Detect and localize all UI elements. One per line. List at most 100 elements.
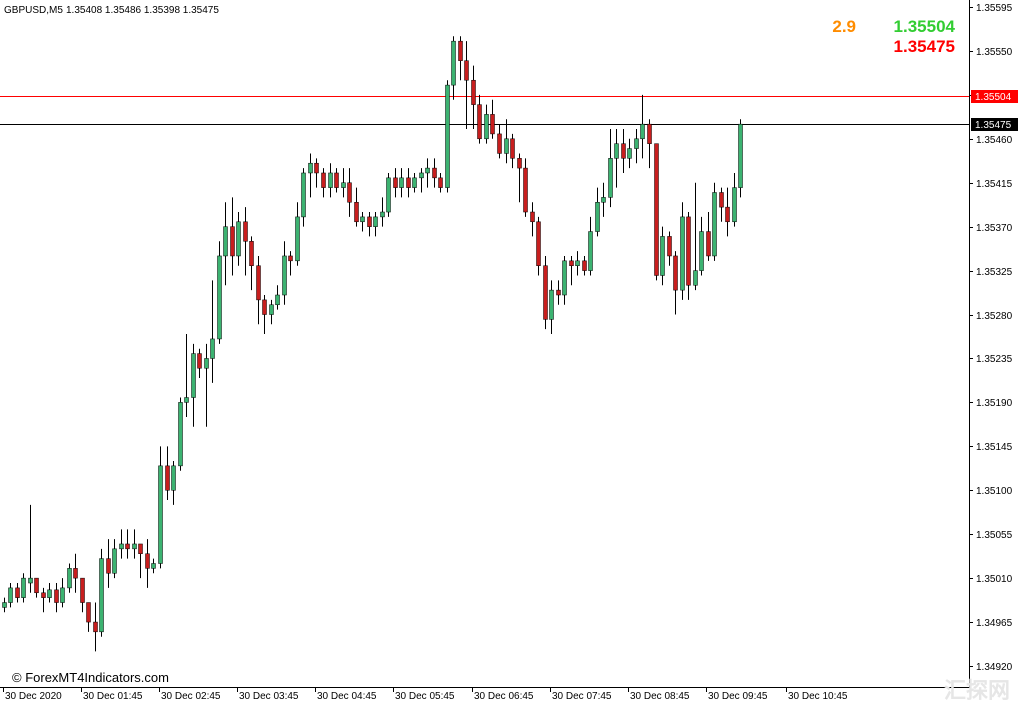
chart-header-ohlc: 1.35408 1.35486 1.35398 1.35475 bbox=[66, 5, 219, 16]
candle bbox=[321, 168, 326, 198]
candle bbox=[425, 158, 430, 188]
x-tick-label: 30 Dec 09:45 bbox=[708, 691, 768, 702]
candle-body-bull bbox=[738, 123, 743, 188]
candle-body-bear bbox=[249, 241, 254, 266]
candle-body-bull bbox=[99, 558, 104, 633]
candle-body-bear bbox=[536, 221, 541, 266]
candle bbox=[569, 255, 574, 286]
candle-body-bull bbox=[588, 231, 593, 271]
candle-body-bull bbox=[399, 177, 404, 188]
candle bbox=[80, 577, 85, 613]
y-tick-label: 1.35100 bbox=[976, 486, 1013, 497]
candle-body-bull bbox=[301, 172, 306, 218]
copyright-watermark: © ForexMT4Indicators.com bbox=[12, 670, 169, 685]
candle bbox=[712, 182, 717, 261]
candle-body-bull bbox=[223, 226, 228, 257]
candle-body-bear bbox=[288, 255, 293, 262]
candle bbox=[680, 202, 685, 300]
candle-body-bear bbox=[34, 577, 39, 594]
candle-body-bear bbox=[138, 543, 143, 554]
candle bbox=[54, 583, 59, 613]
candle-body-bear bbox=[654, 143, 659, 276]
candle bbox=[151, 558, 156, 574]
candle bbox=[497, 124, 502, 159]
candle bbox=[432, 158, 437, 188]
x-tick-label: 30 Dec 08:45 bbox=[630, 691, 690, 702]
candle-body-bear bbox=[686, 216, 691, 286]
candle bbox=[530, 202, 535, 237]
candle-body-bull bbox=[60, 587, 65, 603]
candle-body-bull bbox=[67, 568, 72, 589]
candle bbox=[341, 168, 346, 198]
candle bbox=[732, 172, 737, 227]
candle bbox=[347, 168, 352, 217]
candle bbox=[328, 163, 333, 198]
candle bbox=[367, 212, 372, 237]
candle-body-bull bbox=[445, 84, 450, 188]
candle bbox=[99, 548, 104, 637]
candle bbox=[588, 216, 593, 276]
candle bbox=[667, 231, 672, 266]
candle bbox=[165, 446, 170, 501]
candle-body-bull bbox=[608, 158, 613, 198]
candle-body-bull bbox=[601, 197, 606, 203]
candle bbox=[706, 212, 711, 261]
candle bbox=[269, 299, 274, 325]
candle-body-bear bbox=[262, 299, 267, 315]
x-tick-label: 30 Dec 07:45 bbox=[552, 691, 612, 702]
candle bbox=[575, 251, 580, 276]
candle bbox=[204, 343, 209, 427]
x-tick-label: 30 Dec 2020 bbox=[5, 691, 62, 702]
y-tick-label: 1.34920 bbox=[976, 662, 1013, 673]
price-badge-label-2: 1.35475 bbox=[975, 120, 1012, 131]
candle-body-bear bbox=[145, 553, 150, 569]
candle bbox=[288, 251, 293, 276]
candle-body-bull bbox=[308, 162, 313, 174]
candle bbox=[562, 255, 567, 305]
candle-body-bear bbox=[165, 465, 170, 491]
x-tick-label: 30 Dec 03:45 bbox=[239, 691, 299, 702]
candle-body-bull bbox=[712, 192, 717, 257]
candle bbox=[73, 553, 78, 593]
candle bbox=[614, 129, 619, 188]
candle-body-bull bbox=[627, 148, 632, 159]
candle bbox=[275, 285, 280, 310]
x-tick-label: 30 Dec 01:45 bbox=[83, 691, 143, 702]
corner-logo-watermark: 汇探网 bbox=[944, 678, 1010, 703]
candle bbox=[438, 172, 443, 193]
candle bbox=[93, 602, 98, 652]
candle bbox=[634, 129, 639, 164]
y-tick-label: 1.35280 bbox=[976, 311, 1013, 322]
candle bbox=[627, 138, 632, 169]
candle-body-bull bbox=[21, 577, 26, 598]
candle-body-bull bbox=[419, 172, 424, 179]
candle-body-bull bbox=[119, 543, 124, 550]
candle bbox=[738, 119, 743, 198]
candle-body-bull bbox=[680, 216, 685, 291]
y-tick-label: 1.35235 bbox=[976, 354, 1013, 365]
candle bbox=[477, 94, 482, 144]
candle-body-bull bbox=[660, 236, 665, 276]
candle bbox=[34, 577, 39, 598]
candle bbox=[230, 197, 235, 276]
candle bbox=[451, 36, 456, 100]
candle bbox=[360, 212, 365, 232]
candle bbox=[719, 187, 724, 222]
candle-body-bull bbox=[236, 221, 241, 257]
candle-body-bear bbox=[556, 289, 561, 296]
candle-body-bear bbox=[667, 236, 672, 257]
candle-body-bear bbox=[530, 211, 535, 223]
candle-body-bear bbox=[54, 589, 59, 603]
candle-body-bear bbox=[93, 621, 98, 633]
x-tick-label: 30 Dec 10:45 bbox=[788, 691, 848, 702]
x-tick-label: 30 Dec 04:45 bbox=[317, 691, 377, 702]
candle bbox=[490, 99, 495, 139]
candle bbox=[556, 280, 561, 305]
candle-body-bear bbox=[438, 177, 443, 188]
candle bbox=[8, 583, 13, 608]
candle-body-bear bbox=[347, 182, 352, 203]
candle-body-bear bbox=[517, 158, 522, 169]
candle bbox=[608, 129, 613, 208]
